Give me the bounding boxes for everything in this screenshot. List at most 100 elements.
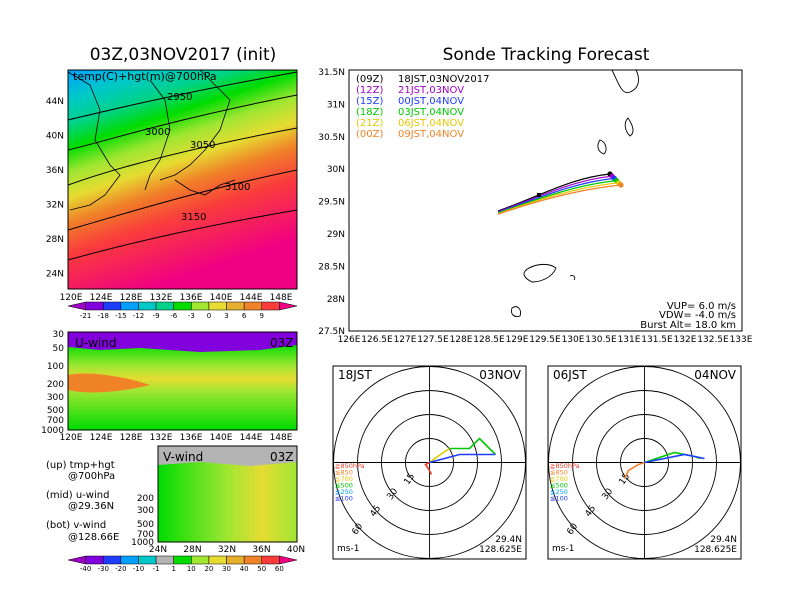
hodograph-1: 18JST 03NOV29.4N128.625Ems-115304560≧850h… — [332, 365, 527, 560]
uwind-y-tick: 1000 — [41, 426, 64, 436]
track-coastline — [511, 69, 639, 317]
colorbar-cell — [191, 301, 210, 311]
colorbar-cell — [155, 301, 174, 311]
temp-colorbar: -21 -18 -15 -12 -9 -6 -3 0 3 6 9 — [67, 301, 298, 320]
track-line — [497, 177, 615, 213]
colorbar-cell — [102, 555, 122, 565]
track-lon-tick: 128.5E — [473, 335, 505, 345]
track-lon-tick: 129E — [506, 335, 529, 345]
colorbar-label: -18 — [98, 312, 109, 320]
colorbar-cell — [226, 555, 245, 565]
vwind-x-tick: 28N — [183, 545, 201, 555]
uwind-x-tick: 120E — [60, 433, 83, 443]
track-lat-tick: 29N — [327, 230, 345, 240]
vwind-label: V-wind — [163, 450, 203, 464]
hodo-lon: 128.625E — [479, 545, 522, 555]
hodo-lat: 29.4N — [710, 535, 737, 545]
track-lon-tick: 127.5E — [417, 335, 449, 345]
temp-field — [68, 70, 297, 289]
track-lat-tick: 30.5N — [318, 133, 345, 143]
colorbar-cell — [243, 301, 263, 311]
info-burst: Burst Alt= 18.0 km — [640, 320, 736, 331]
track-lat-tick: 28N — [327, 295, 345, 305]
height-contours — [68, 71, 297, 261]
track-lat-tick: 29.5N — [318, 198, 345, 208]
track-lat-tick: 31N — [327, 100, 345, 110]
uwind-time: 03Z — [270, 336, 294, 350]
map-lon-tick: 140E — [210, 293, 233, 303]
hodo-date: 04NOV — [694, 368, 736, 382]
hodo-segment — [429, 447, 450, 464]
colorbar-cell — [208, 555, 227, 565]
uwind-x-tick: 124E — [90, 433, 113, 443]
vwind-y-tick: 1000 — [131, 538, 154, 548]
colorbar-label: 3 — [224, 312, 228, 320]
colorbar-cell — [138, 301, 157, 311]
map-lon-tick: 120E — [60, 293, 83, 303]
colorbar-label: 0 — [207, 312, 211, 320]
colorbar-label: 9 — [260, 312, 264, 320]
colorbar-cell — [191, 555, 210, 565]
vwind-time: 03Z — [270, 450, 294, 464]
colorbar-label: -40 — [80, 565, 91, 573]
track-lon-tick: 132E — [674, 335, 697, 345]
track-lon-tick: 130.5E — [585, 335, 617, 345]
track-line — [497, 184, 622, 215]
uwind-x-tick: 132E — [150, 433, 173, 443]
right-title: Sonde Tracking Forecast — [443, 45, 650, 65]
track-legend: (09Z) 18JST,03NOV2017 (12Z) 21JST,03NOV (15Z… — [356, 74, 490, 140]
vwind-x-tick: 36N — [252, 545, 270, 555]
hodo-time: 18JST — [338, 368, 372, 382]
track-lines — [497, 171, 624, 215]
hodo-level-label: ≦100 — [550, 495, 568, 503]
left-title: 03Z,03NOV2017 (init) — [90, 45, 277, 65]
colorbar-cell — [208, 301, 227, 311]
hodo-lon: 128.625E — [694, 545, 737, 555]
colorbar-label: -15 — [115, 312, 126, 320]
hodo-segment — [429, 453, 496, 464]
map-lat-tick: 44N — [46, 97, 64, 107]
vwind-x-ticks: 24N 28N 32N 36N 40N — [149, 545, 305, 555]
hodo-segment — [623, 461, 645, 479]
track-legend-code: (12Z) — [356, 85, 383, 96]
uwind-purple-band — [68, 332, 297, 352]
colorbar-label: -9 — [153, 312, 160, 320]
uwind-y-tick: 300 — [47, 393, 64, 403]
track-lat-tick: 31.5N — [318, 68, 345, 78]
colorbar-label: -12 — [133, 312, 144, 320]
contour-3100: 3100 — [225, 182, 250, 193]
track-legend-label: 21JST,03NOV — [398, 85, 464, 96]
hodo-level-label: ≦100 — [335, 495, 353, 503]
hodo-level-label: ≧850hPa — [335, 462, 365, 470]
track-lon-tick: 126E — [338, 335, 361, 345]
map-lon-tick: 136E — [180, 293, 203, 303]
hodo-level-label: ≦500 — [550, 482, 568, 490]
colorbar-cell — [173, 555, 192, 565]
colorbar-cell — [261, 301, 280, 311]
track-legend-label: 09JST,04NOV — [398, 129, 464, 140]
colorbar-label: 50 — [257, 565, 266, 573]
track-endpoint — [618, 182, 624, 188]
colorbar-cell — [279, 555, 298, 565]
colorbar-cell — [155, 555, 174, 565]
uwind-jet-core — [68, 373, 150, 393]
uwind-y-tick: 30 — [53, 330, 65, 340]
track-legend-code: (09Z) — [356, 74, 383, 85]
colorbar-cell — [120, 301, 139, 311]
colorbar-cell — [67, 555, 86, 565]
legend-line-2: @700hPa — [68, 471, 115, 482]
uwind-x-tick: 128E — [120, 433, 143, 443]
track-legend-code: (00Z) — [356, 129, 383, 140]
legend-line-4: @29.36N — [68, 501, 114, 512]
track-map: 31.5N 31N 30.5N 30N 29.5N 29N 28.5N 28N 27.5N 12… — [318, 68, 753, 345]
track-lon-tick: 130E — [562, 335, 585, 345]
map-lat-tick: 32N — [46, 201, 64, 211]
colorbar-cell — [243, 555, 263, 565]
colorbar-label: 30 — [222, 565, 231, 573]
colorbar-cell — [279, 301, 298, 311]
vwind-y-tick: 700 — [137, 530, 154, 540]
uwind-x-tick: 136E — [180, 433, 203, 443]
colorbar-cell — [120, 555, 139, 565]
vwind-y-tick: 500 — [137, 520, 154, 530]
track-lat-ticks: 31.5N 31N 30.5N 30N 29.5N 29N 28.5N 28N 27.5N — [318, 68, 345, 337]
